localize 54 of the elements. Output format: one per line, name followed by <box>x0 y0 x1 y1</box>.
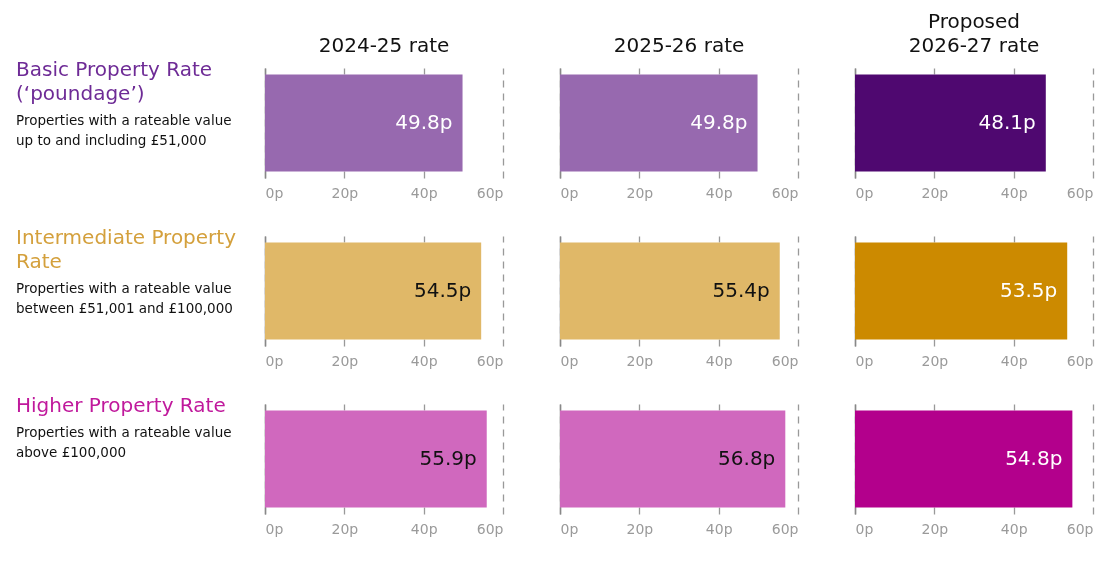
data-label: 49.8p <box>395 110 453 134</box>
x-tick-label: 60p <box>1066 520 1094 537</box>
data-label: 54.5p <box>413 278 472 302</box>
x-tick-label: 20p <box>921 352 949 369</box>
x-tick-label: 20p <box>626 352 654 369</box>
x-tick-label: 60p <box>476 184 504 201</box>
x-tick-label: 60p <box>1066 184 1094 201</box>
x-tick-label: 20p <box>331 184 359 201</box>
x-tick-label: 0p <box>265 352 284 369</box>
data-label: 55.9p <box>419 446 477 470</box>
x-tick-label: 60p <box>771 184 799 201</box>
x-tick-label: 40p <box>410 352 438 369</box>
x-tick-label: 40p <box>1000 352 1028 369</box>
x-tick-label: 20p <box>331 520 359 537</box>
x-tick-label: 20p <box>626 520 654 537</box>
x-tick-label: 40p <box>1000 184 1028 201</box>
chart-title: 2025-26 rate <box>613 33 745 57</box>
x-tick-label: 0p <box>560 352 579 369</box>
chart-title: 2024-25 rate <box>318 33 450 57</box>
text: Properties with a rateable value up to and including £51,000 <box>16 112 232 148</box>
x-tick-label: 0p <box>265 184 284 201</box>
data-label: 53.5p <box>999 278 1058 302</box>
x-tick-label: 60p <box>476 520 504 537</box>
data-label: 48.1p <box>978 110 1036 134</box>
x-tick-label: 40p <box>410 520 438 537</box>
text: Intermediate Property Rate <box>16 225 237 273</box>
x-tick-label: 40p <box>705 352 733 369</box>
x-tick-label: 40p <box>705 520 733 537</box>
x-tick-label: 40p <box>410 184 438 201</box>
text: Higher Property Rate <box>16 393 226 417</box>
x-tick-label: 60p <box>1066 352 1094 369</box>
data-label: 49.8p <box>690 110 748 134</box>
x-tick-label: 0p <box>855 352 874 369</box>
x-tick-label: 20p <box>626 184 654 201</box>
x-tick-label: 60p <box>476 352 504 369</box>
text: Basic Property Rate (‘poundage’) <box>16 57 213 105</box>
x-tick-label: 20p <box>331 352 359 369</box>
x-tick-label: 0p <box>560 184 579 201</box>
data-label: 55.4p <box>712 278 770 302</box>
x-tick-label: 40p <box>705 184 733 201</box>
x-tick-label: 0p <box>855 184 874 201</box>
x-tick-label: 60p <box>771 520 799 537</box>
x-tick-label: 20p <box>921 184 949 201</box>
x-tick-label: 0p <box>560 520 579 537</box>
data-label: 56.8p <box>718 446 776 470</box>
x-tick-label: 0p <box>855 520 874 537</box>
text: Properties with a rateable value between £51,001 and £100,000 <box>16 280 233 316</box>
x-tick-label: 40p <box>1000 520 1028 537</box>
data-label: 54.8p <box>1005 446 1063 470</box>
text: Properties with a rateable value above £100,000 <box>16 424 232 460</box>
x-tick-label: 0p <box>265 520 284 537</box>
chart-title: Proposed 2026-27 rate <box>908 9 1040 57</box>
x-tick-label: 60p <box>771 352 799 369</box>
x-tick-label: 20p <box>921 520 949 537</box>
